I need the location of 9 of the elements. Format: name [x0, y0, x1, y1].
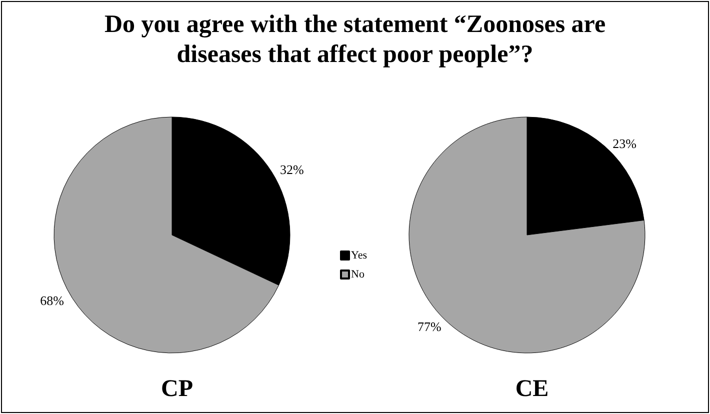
data-label: 32%	[280, 162, 304, 178]
slice-label: CE	[515, 376, 549, 402]
legend-label: Yes	[351, 250, 368, 262]
chart-title: Do you agree with the statement “Zoonoses are diseases that affect poor people”?	[103, 10, 607, 70]
data-label: 77%	[417, 319, 442, 334]
legend-label: No	[351, 268, 365, 280]
data-label: 68%	[40, 292, 64, 308]
slice-label: CP	[161, 376, 193, 402]
data-label: 23%	[612, 136, 637, 151]
